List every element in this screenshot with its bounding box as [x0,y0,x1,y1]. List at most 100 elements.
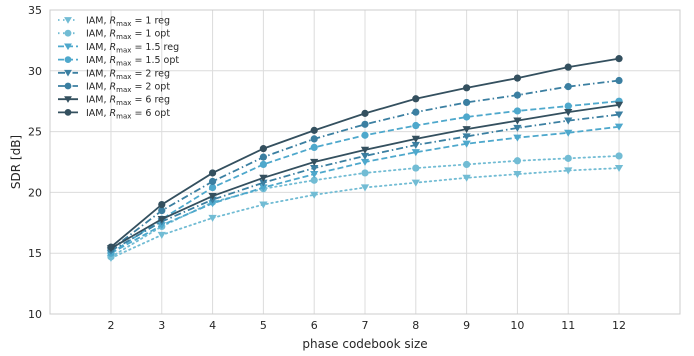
plot-frame [49,9,681,315]
series-8 [107,55,623,251]
data-point [208,214,217,222]
legend-item: IAM, Rmax = 1 reg [58,16,170,28]
x-axis-ticks: 2 3 4 5 6 7 8 9 10 11 12 [107,319,626,332]
data-point [157,222,166,230]
data-point [157,231,166,239]
x-tick-label: 8 [412,319,419,332]
y-tick-label: 20 [28,186,42,199]
x-tick-label: 2 [107,319,114,332]
data-point [462,126,471,134]
legend-marker [64,96,72,103]
legend-item: IAM, Rmax = 6 reg [58,95,170,107]
legend-marker [64,29,72,37]
legend-item: IAM, Rmax = 1.5 opt [58,55,179,68]
data-point [463,160,471,169]
data-point [310,143,318,152]
legend-item: IAM, Rmax = 6 opt [58,108,170,121]
data-point [208,192,217,200]
data-point [564,154,572,162]
data-point [462,133,471,141]
data-point [564,129,573,137]
data-point [615,76,623,85]
data-point [513,117,522,125]
data-point [513,171,522,179]
legend-label: IAM, Rmax = 2 opt [86,82,170,95]
legend-item: IAM, Rmax = 1 opt [58,29,170,41]
data-point [462,140,471,148]
legend-item: IAM, Rmax = 2 reg [58,68,170,81]
x-tick-label: 11 [561,319,575,332]
data-point [411,179,420,187]
data-point [360,184,370,192]
legend-marker [64,82,72,90]
data-point [513,157,522,165]
series-layer [106,55,624,262]
data-point [158,200,166,209]
data-point [463,98,471,107]
y-tick-label: 35 [28,4,42,17]
data-point [462,174,471,182]
data-point [208,183,217,192]
data-point [310,135,318,143]
data-point [259,174,268,182]
data-point [208,169,217,177]
data-point [615,55,623,63]
data-point [513,91,522,99]
legend-marker [64,43,72,51]
data-point [310,176,318,184]
data-point [208,196,217,204]
legend-label: IAM, Rmax = 6 opt [86,108,170,121]
data-point [411,141,420,149]
y-axis-ticks: 10 15 20 25 30 35 [28,4,42,321]
data-point [615,152,623,160]
data-point [360,152,370,160]
series-5 [106,111,624,255]
data-point [513,134,522,142]
data-point [564,117,573,125]
data-point [463,84,471,92]
data-point [614,111,624,119]
data-point [412,164,420,172]
legend-item: IAM, Rmax = 2 opt [58,82,170,95]
legend-marker [64,69,72,77]
x-tick-label: 4 [209,319,216,332]
y-tick-label: 25 [28,126,42,139]
data-point [412,108,420,116]
y-axis-label: SDR [dB] [9,135,23,189]
data-point [310,171,319,179]
data-point [360,146,370,154]
legend-marker [64,109,72,116]
data-point [107,243,115,251]
data-point [208,177,217,186]
x-tick-label: 9 [463,319,470,332]
x-tick-label: 12 [612,319,626,332]
data-point [564,167,573,175]
y-tick-label: 30 [28,65,42,78]
data-point [411,149,420,157]
data-point [310,191,319,199]
legend-marker [64,56,72,63]
data-point [411,135,420,143]
data-point [513,107,522,115]
data-point [564,83,572,91]
data-point [412,121,420,130]
data-point [310,164,319,173]
data-point [310,158,319,166]
data-point [259,145,267,153]
data-point [614,123,624,131]
data-point [259,160,267,169]
data-point [158,207,166,215]
data-point [310,126,318,134]
data-point [361,169,369,177]
data-point [259,179,268,187]
data-point [259,201,268,209]
data-point [463,113,471,121]
series-3 [106,123,624,258]
data-point [564,102,572,110]
legend-label: IAM, Rmax = 1.5 opt [86,55,179,68]
x-tick-label: 6 [311,319,318,332]
legend-item: IAM, Rmax = 1.5 reg [58,42,179,54]
